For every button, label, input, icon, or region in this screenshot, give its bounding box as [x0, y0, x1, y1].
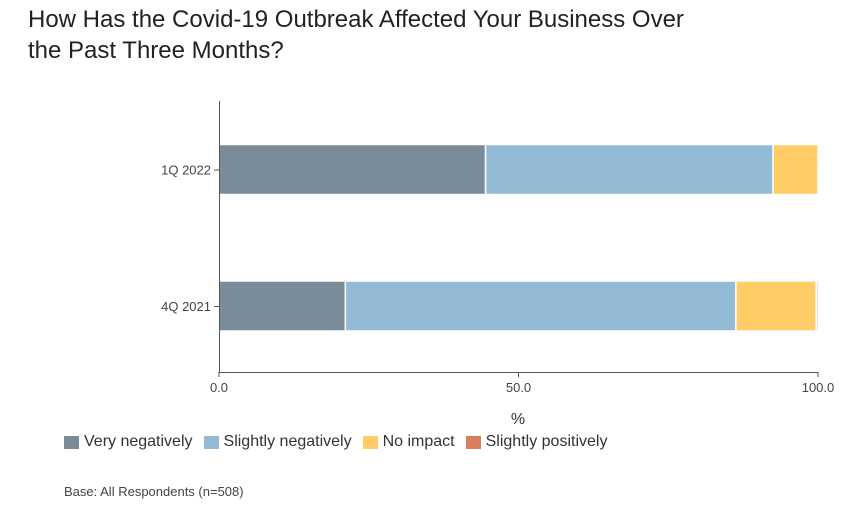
- chart-title: How Has the Covid-19 Outbreak Affected Y…: [28, 4, 788, 66]
- legend-swatch-very-negatively: [64, 435, 79, 449]
- bar-4q-2021-slightly-positively[interactable]: [815, 280, 819, 332]
- y-tick-label-4q-2021: 4Q 2021: [161, 299, 211, 314]
- x-tick-label-50-0: 50.0: [506, 380, 531, 395]
- legend-swatch-no-impact: [362, 435, 378, 449]
- stacked-bar-chart: 1Q 2022 4Q 2021 0.0 50.0 100.0 %: [161, 101, 834, 428]
- x-ticks-group: 0.0 50.0 100.0: [210, 372, 834, 395]
- bars-group: [218, 143, 819, 332]
- x-axis-label: %: [511, 411, 525, 428]
- bar-1q-2022-very-negatively[interactable]: [218, 143, 487, 196]
- bar-4q-2021-slightly-negatively[interactable]: [344, 280, 737, 332]
- footnote: Base: All Respondents (n=508): [64, 484, 244, 499]
- legend-item-slightly-positively[interactable]: Slightly positively: [465, 433, 608, 451]
- chart-title-line-2: the Past Three Months?: [28, 37, 284, 64]
- bar-4q-2021-very-negatively[interactable]: [218, 280, 347, 332]
- bar-4q-2021-no-impact[interactable]: [735, 280, 817, 332]
- chart-title-line-1: How Has the Covid-19 Outbreak Affected Y…: [28, 6, 684, 33]
- legend-label-very-negatively: Very negatively: [84, 433, 193, 450]
- bar-1q-2022-slightly-negatively[interactable]: [484, 143, 774, 196]
- legend-item-very-negatively[interactable]: Very negatively: [64, 433, 193, 451]
- x-tick-label-0-0: 0.0: [210, 380, 228, 395]
- legend-item-no-impact[interactable]: No impact: [362, 433, 455, 451]
- y-tick-label-1q-2022: 1Q 2022: [161, 163, 211, 178]
- legend-label-slightly-negatively: Slightly negatively: [223, 433, 352, 450]
- legend-label-no-impact: No impact: [382, 433, 455, 450]
- bar-1q-2022-no-impact[interactable]: [772, 143, 819, 196]
- y-ticks-group: 1Q 2022 4Q 2021: [161, 163, 219, 314]
- legend-item-slightly-negatively[interactable]: Slightly negatively: [203, 433, 352, 451]
- legend-swatch-slightly-negatively: [203, 435, 219, 449]
- x-tick-label-100-0: 100.0: [802, 380, 835, 395]
- legend: Very negatively Slightly negatively No i…: [64, 433, 618, 451]
- legend-label-slightly-positively: Slightly positively: [485, 433, 608, 450]
- legend-swatch-slightly-positively: [465, 435, 481, 449]
